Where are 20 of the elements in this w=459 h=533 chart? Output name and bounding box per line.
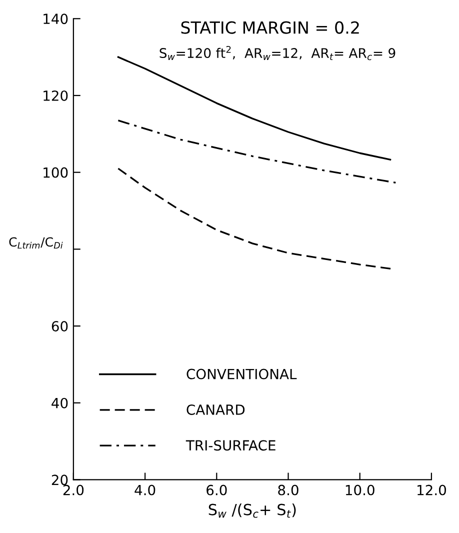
y-tick-label: 120 [44, 90, 68, 101]
legend-label: TRI-SURFACE [186, 440, 276, 451]
legend-label: CONVENTIONAL [186, 368, 297, 380]
y-axis-title: C$_{Ltrim}$/C$_{Di}$ [9, 237, 63, 249]
x-tick-label: 8.0 [278, 484, 298, 496]
y-tick-label: 140 [44, 14, 68, 24]
line-series [117, 120, 396, 184]
x-tick-label: 12.0 [418, 484, 446, 496]
x-tick-label: 6.0 [206, 484, 227, 496]
legend-label: CANARD [186, 404, 245, 415]
chart-title: STATIC MARGIN = 0.2 [181, 21, 359, 34]
x-axis-title: S$_{w}$ /(S$_{c}$+ S$_{t}$) [208, 504, 296, 518]
y-tick-label: 100 [44, 167, 68, 178]
y-tick-label: 60 [52, 320, 68, 332]
x-tick-label: 4.0 [134, 484, 156, 496]
y-tick-label: 40 [52, 398, 68, 408]
x-tick-label: 2.0 [63, 484, 84, 496]
y-tick-label: 20 [52, 474, 68, 486]
x-tick-label: 10.0 [346, 484, 374, 496]
text: S$_{w}$=120 ft$^{2}$, AR$_{w}$=12, AR$_{t}$= AR$_{c}$= 9 [160, 46, 396, 60]
